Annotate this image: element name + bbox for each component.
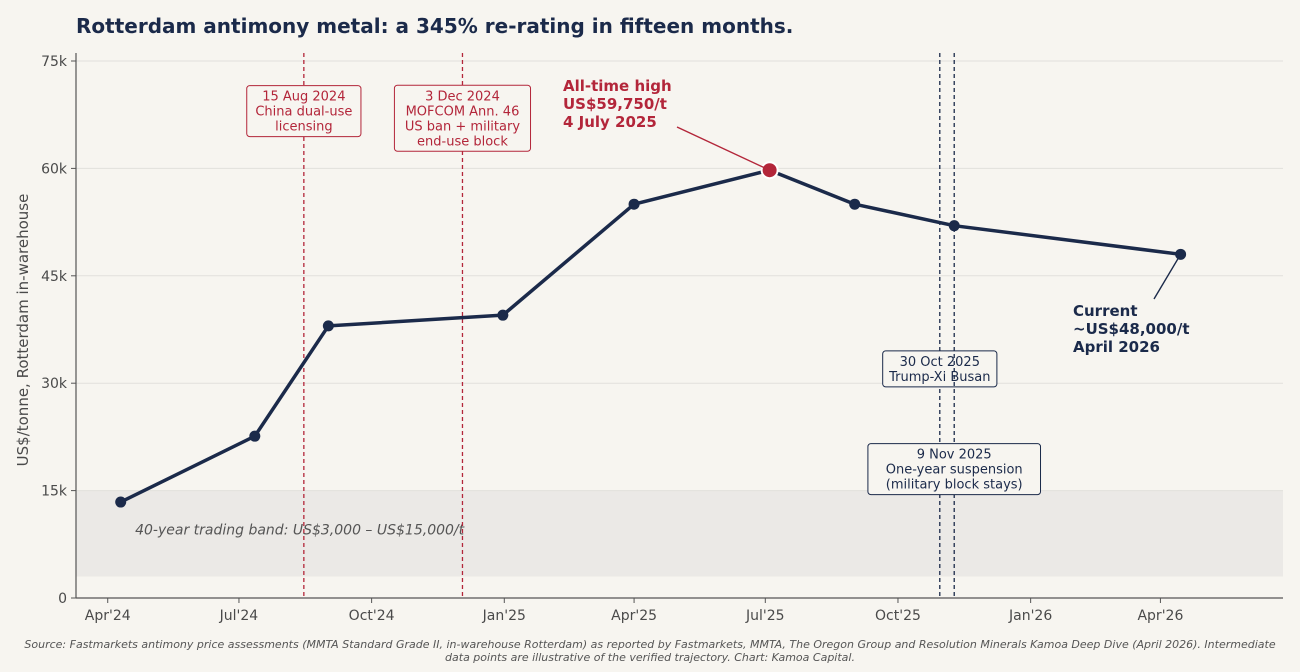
data-point [249,430,261,442]
event-label-text: 9 Nov 2025 [917,448,992,463]
trading-band-label: 40-year trading band: US$3,000 – US$15,0… [135,523,465,539]
data-point [497,309,509,321]
event-label-text: Trump-Xi Busan [888,370,990,385]
peak-callout-line [676,126,770,171]
data-point [115,496,127,508]
event-label-text: China dual-use [255,105,352,120]
event-label-text: (military block stays) [886,478,1023,493]
x-tick-label: Jul'24 [219,608,259,624]
data-point [948,220,960,232]
event-label-box [882,350,998,388]
y-tick-label: 75k [41,54,68,70]
y-tick-label: 0 [58,591,67,607]
x-tick-label: Jan'26 [1008,608,1052,624]
y-tick-label: 30k [41,376,68,392]
source-note-line-2: data points are illustrative of the veri… [445,651,855,664]
event-label-text: end-use block [417,134,508,149]
data-point [849,198,861,210]
peak-callout-text: 4 July 2025 [563,113,657,131]
event-label-text: 15 Aug 2024 [262,90,345,105]
current-callout-text: April 2026 [1073,338,1160,356]
event-label-box [867,443,1042,496]
chart-title: Rotterdam antimony metal: a 345% re-rati… [76,14,793,38]
event-label-text: US ban + military [405,119,520,134]
event-label-box [393,84,532,152]
current-callout-line [1153,253,1182,300]
event-label-text: MOFCOM Ann. 46 [406,104,520,119]
x-tick-label: Jan'25 [482,608,526,624]
x-tick-label: Apr'25 [611,608,657,624]
y-tick-label: 15k [41,484,68,500]
event-label-box [246,85,362,138]
x-tick-label: Oct'24 [349,608,395,624]
source-note-line-1: Source: Fastmarkets antimony price asses… [24,638,1275,651]
data-point [628,198,640,210]
y-tick-label: 60k [41,161,68,177]
y-axis-label: US$/tonne, Rotterdam in-warehouse [14,194,32,467]
x-tick-label: Apr'26 [1137,608,1183,624]
x-tick-label: Oct'25 [875,608,921,624]
peak-callout-text: All-time high [563,77,672,95]
y-tick-label: 45k [41,269,68,285]
event-label-text: 3 Dec 2024 [425,89,500,104]
event-label-text: 30 Oct 2025 [900,355,980,370]
trading-band [76,490,1283,577]
current-callout-text: ~US$48,000/t [1073,320,1190,338]
x-tick-label: Jul'25 [745,608,785,624]
event-label-text: One-year suspension [886,463,1023,478]
event-label-text: licensing [275,120,332,135]
peak-callout-text: US$59,750/t [563,95,667,113]
data-point [322,320,334,332]
current-callout-text: Current [1073,302,1138,320]
x-tick-label: Apr'24 [85,608,131,624]
